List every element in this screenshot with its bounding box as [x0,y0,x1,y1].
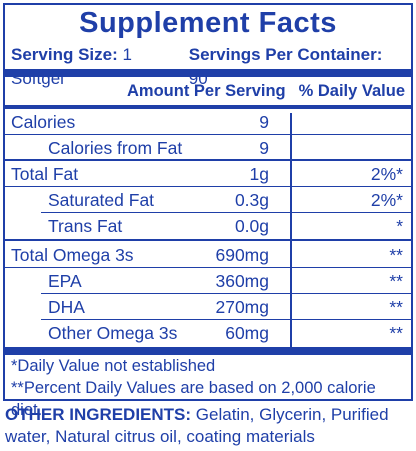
nutrient-row-trans-fat: Trans Fat 0.0g * [5,213,411,239]
nutrient-dv: ** [389,271,403,291]
thick-divider-bottom [5,347,411,355]
nutrient-name: EPA [48,271,82,291]
nutrient-dv: ** [389,297,403,317]
nutrient-dv: * [396,216,403,236]
nutrient-row-saturated-fat: Saturated Fat 0.3g 2%* [5,187,411,213]
row-divider [5,134,411,135]
row-divider [5,267,411,268]
nutrient-name: Calories from Fat [48,138,183,158]
nutrient-row-calories: Calories 9 [5,109,411,135]
serving-info: Serving Size: 1 Softgel Servings Per Con… [11,43,405,88]
nutrient-amount: 9 [259,112,269,132]
nutrient-row-calories-from-fat: Calories from Fat 9 [5,135,411,161]
row-divider [5,186,411,187]
nutrient-name: Calories [11,112,76,132]
serving-size-label: Serving Size: [11,45,118,64]
section-divider [5,239,411,241]
nutrient-amount: 9 [259,138,269,158]
nutrient-amount: 60mg [225,323,269,343]
nutrient-name: Total Omega 3s [11,245,134,265]
footnote-daily-value: *Daily Value not established [11,357,216,375]
nutrient-name: Other Omega 3s [48,323,178,343]
header-amount-per-serving: Amount Per Serving [127,82,286,100]
row-divider [41,319,411,320]
nutrient-dv: 2%* [370,190,403,210]
serving-size: Serving Size: 1 Softgel [11,43,189,88]
nutrient-name: Saturated Fat [48,190,155,210]
nutrient-row-other-omega-3s: Other Omega 3s 60mg ** [5,320,411,346]
other-ingredients: OTHER INGREDIENTS: Gelatin, Glycerin, Pu… [5,404,413,448]
thick-divider-top [5,69,411,77]
nutrient-dv: ** [389,323,403,343]
nutrient-row-epa: EPA 360mg ** [5,268,411,294]
nutrient-amount: 360mg [215,271,269,291]
footnote-percent-daily: **Percent Daily Values are based on 2,00… [11,379,376,419]
nutrient-row-total-fat: Total Fat 1g 2%* [5,161,411,187]
servings-per-container-label: Servings Per Container: [188,45,383,64]
column-divider [290,113,292,351]
nutrient-amount: 690mg [215,245,269,265]
nutrient-name: Total Fat [11,164,79,184]
supplement-facts-panel: Supplement Facts Serving Size: 1 Softgel… [3,3,413,419]
servings-per-container: Servings Per Container: 90 [188,43,405,88]
section-divider [5,159,411,161]
nutrient-name: DHA [48,297,85,317]
nutrient-row-total-omega-3s: Total Omega 3s 690mg ** [5,242,411,268]
panel-title: Supplement Facts [79,7,337,39]
nutrient-row-dha: DHA 270mg ** [5,294,411,320]
header-divider [5,105,411,109]
nutrient-dv: ** [389,245,403,265]
nutrient-amount: 0.0g [234,216,269,236]
nutrient-amount: 1g [249,164,269,184]
ingredients-text: Gelatin, Glycerin, Purified water, Natur… [5,405,389,446]
nutrient-amount: 270mg [215,297,269,317]
row-divider [41,293,411,294]
row-divider [41,212,411,213]
nutrient-dv: 2%* [370,164,403,184]
nutrient-name: Trans Fat [48,216,123,236]
nutrient-amount: 0.3g [234,190,269,210]
header-daily-value: % Daily Value [298,82,405,100]
ingredients-label: OTHER INGREDIENTS: [5,405,192,424]
